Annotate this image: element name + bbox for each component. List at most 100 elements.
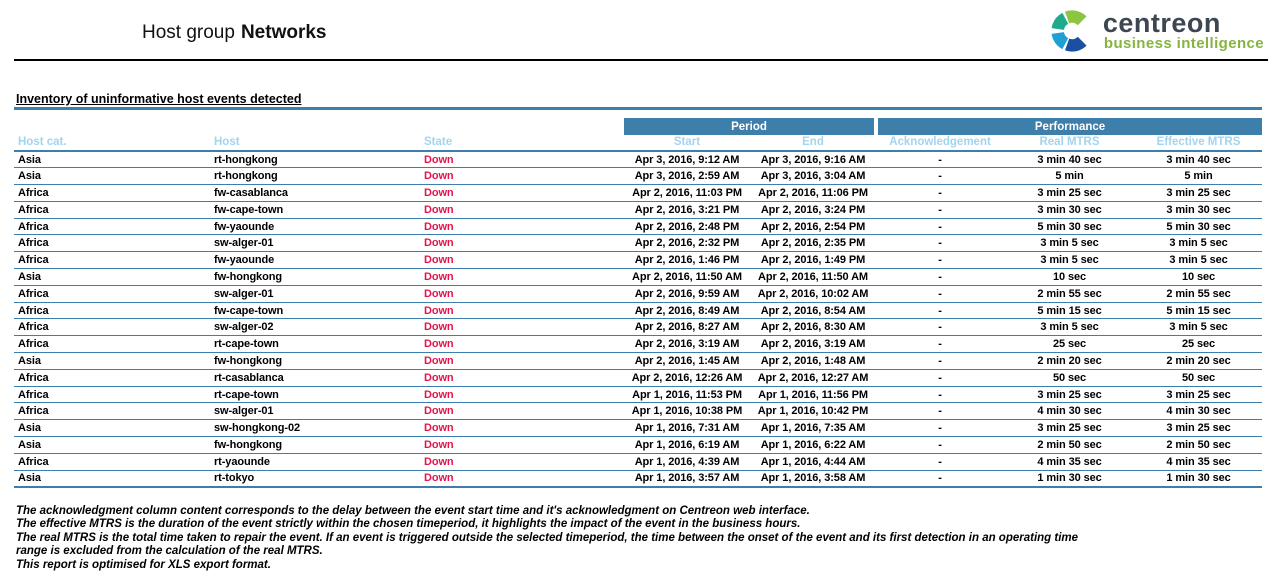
cell-end: Apr 2, 2016, 3:19 AM: [750, 335, 877, 354]
cell-acknowledgement: -: [876, 386, 1005, 404]
cell-state: Down: [420, 167, 624, 186]
cell-real-mtrs: 3 min 25 sec: [1004, 386, 1136, 404]
cell-effective-mtrs: 3 min 25 sec: [1135, 184, 1263, 202]
cell-state: Down: [420, 302, 624, 320]
footnote-line: The real MTRS is the total time taken to…: [16, 531, 1079, 544]
cell-end: Apr 2, 2016, 2:35 PM: [750, 234, 877, 253]
cell-state: Down: [420, 234, 624, 253]
cell-start: Apr 2, 2016, 11:03 PM: [624, 184, 750, 202]
cell-host: fw-yaounde: [210, 251, 420, 270]
cell-real-mtrs: 3 min 5 sec: [1004, 318, 1136, 337]
cell-acknowledgement: -: [876, 352, 1005, 370]
table-row: Africa fw-yaounde Down Apr 2, 2016, 2:48…: [14, 218, 1263, 236]
cell-host: sw-hongkong-02: [210, 419, 420, 438]
cell-host-cat: Africa: [14, 201, 210, 219]
cell-real-mtrs: 5 min: [1004, 167, 1136, 186]
cell-real-mtrs: 4 min 30 sec: [1004, 402, 1136, 421]
cell-acknowledgement: -: [876, 453, 1005, 471]
cell-host-cat: Africa: [14, 184, 210, 202]
cell-start: Apr 1, 2016, 4:39 AM: [624, 453, 750, 471]
cell-acknowledgement: -: [876, 436, 1005, 454]
cell-effective-mtrs: 5 min 30 sec: [1135, 218, 1263, 236]
group-header-blank: [14, 118, 624, 135]
cell-real-mtrs: 3 min 30 sec: [1004, 201, 1136, 219]
cell-start: Apr 2, 2016, 8:27 AM: [624, 318, 750, 337]
logo-text: centreon business intelligence: [1103, 10, 1264, 52]
cell-host-cat: Africa: [14, 386, 210, 404]
cell-host: sw-alger-02: [210, 318, 420, 337]
table-row: Asia rt-tokyo Down Apr 1, 2016, 3:57 AM …: [14, 470, 1263, 488]
cell-effective-mtrs: 3 min 40 sec: [1135, 151, 1263, 169]
cell-host-cat: Africa: [14, 285, 210, 303]
page-title: Host group Networks: [142, 22, 326, 44]
section-title: Inventory of uninformative host events d…: [16, 92, 302, 106]
footnote-line: This report is optimised for XLS export …: [16, 558, 271, 571]
cell-start: Apr 1, 2016, 6:19 AM: [624, 436, 750, 454]
cell-host-cat: Asia: [14, 268, 210, 286]
centreon-logo: centreon business intelligence: [1049, 8, 1264, 54]
cell-acknowledgement: -: [876, 318, 1005, 337]
cell-end: Apr 1, 2016, 6:22 AM: [750, 436, 877, 454]
cell-state: Down: [420, 218, 624, 236]
cell-start: Apr 1, 2016, 7:31 AM: [624, 419, 750, 438]
table-row: Asia fw-hongkong Down Apr 2, 2016, 1:45 …: [14, 352, 1263, 370]
cell-acknowledgement: -: [876, 302, 1005, 320]
cell-state: Down: [420, 453, 624, 471]
cell-effective-mtrs: 10 sec: [1135, 268, 1263, 286]
report-header: Host group Networks centreon business int…: [0, 0, 1284, 59]
column-header-host: Host: [210, 135, 420, 152]
cell-host: fw-hongkong: [210, 436, 420, 454]
cell-effective-mtrs: 4 min 30 sec: [1135, 402, 1263, 421]
cell-end: Apr 2, 2016, 3:24 PM: [750, 201, 877, 219]
cell-host-cat: Asia: [14, 167, 210, 186]
cell-state: Down: [420, 285, 624, 303]
cell-start: Apr 3, 2016, 9:12 AM: [624, 151, 750, 169]
cell-start: Apr 2, 2016, 2:32 PM: [624, 234, 750, 253]
cell-state: Down: [420, 402, 624, 421]
cell-start: Apr 1, 2016, 11:53 PM: [624, 386, 750, 404]
cell-acknowledgement: -: [876, 268, 1005, 286]
cell-acknowledgement: -: [876, 167, 1005, 186]
table-row: Asia sw-hongkong-02 Down Apr 1, 2016, 7:…: [14, 419, 1263, 438]
cell-host-cat: Asia: [14, 436, 210, 454]
cell-real-mtrs: 5 min 15 sec: [1004, 302, 1136, 320]
cell-start: Apr 3, 2016, 2:59 AM: [624, 167, 750, 186]
cell-real-mtrs: 3 min 5 sec: [1004, 251, 1136, 270]
cell-start: Apr 2, 2016, 8:49 AM: [624, 302, 750, 320]
footnote-line: range is excluded from the calculation o…: [16, 545, 323, 558]
cell-end: Apr 3, 2016, 9:16 AM: [750, 151, 877, 169]
table-body: Asia rt-hongkong Down Apr 3, 2016, 9:12 …: [14, 151, 1263, 488]
cell-end: Apr 2, 2016, 2:54 PM: [750, 218, 877, 236]
cell-start: Apr 1, 2016, 10:38 PM: [624, 402, 750, 421]
cell-state: Down: [420, 386, 624, 404]
cell-end: Apr 2, 2016, 11:50 AM: [750, 268, 877, 286]
cell-end: Apr 2, 2016, 1:49 PM: [750, 251, 877, 270]
cell-end: Apr 2, 2016, 1:48 AM: [750, 352, 877, 370]
cell-state: Down: [420, 251, 624, 270]
cell-host: fw-cape-town: [210, 302, 420, 320]
cell-effective-mtrs: 3 min 30 sec: [1135, 201, 1263, 219]
cell-start: Apr 2, 2016, 3:19 AM: [624, 335, 750, 354]
cell-effective-mtrs: 5 min 15 sec: [1135, 302, 1263, 320]
host-events-table: Period Performance Host cat. Host State …: [14, 118, 1263, 488]
cell-real-mtrs: 1 min 30 sec: [1004, 470, 1136, 488]
cell-acknowledgement: -: [876, 470, 1005, 488]
page-title-hostgroup: Networks: [240, 22, 327, 43]
cell-host: fw-hongkong: [210, 352, 420, 370]
centreon-c-icon: [1051, 10, 1087, 52]
table-row: Africa sw-alger-02 Down Apr 2, 2016, 8:2…: [14, 318, 1263, 337]
cell-end: Apr 2, 2016, 8:54 AM: [750, 302, 877, 320]
cell-effective-mtrs: 5 min: [1135, 167, 1263, 186]
cell-real-mtrs: 2 min 50 sec: [1004, 436, 1136, 454]
cell-start: Apr 1, 2016, 3:57 AM: [624, 470, 750, 488]
cell-state: Down: [420, 419, 624, 438]
cell-acknowledgement: -: [876, 234, 1005, 253]
cell-host: rt-casablanca: [210, 369, 420, 387]
cell-host: rt-cape-town: [210, 335, 420, 354]
cell-end: Apr 3, 2016, 3:04 AM: [750, 167, 877, 186]
cell-host: fw-yaounde: [210, 218, 420, 236]
cell-state: Down: [420, 201, 624, 219]
cell-host-cat: Africa: [14, 402, 210, 421]
cell-state: Down: [420, 369, 624, 387]
cell-effective-mtrs: 3 min 25 sec: [1135, 386, 1263, 404]
